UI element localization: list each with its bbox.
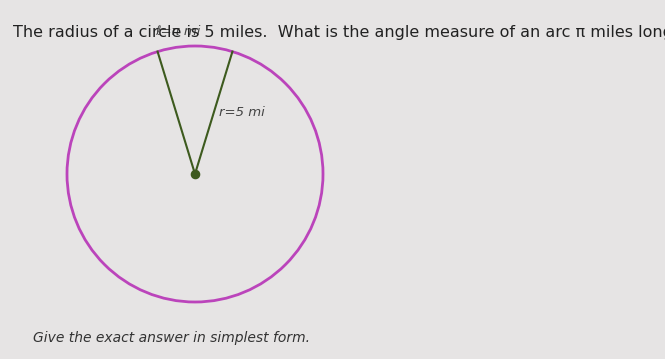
Text: ℓ=π mi: ℓ=π mi	[156, 25, 201, 38]
Text: Give the exact answer in simplest form.: Give the exact answer in simplest form.	[33, 331, 311, 345]
Text: r=5 mi: r=5 mi	[219, 106, 265, 119]
Text: The radius of a circle is 5 miles.  What is the angle measure of an arc π miles : The radius of a circle is 5 miles. What …	[13, 25, 665, 40]
Point	[190, 171, 200, 177]
